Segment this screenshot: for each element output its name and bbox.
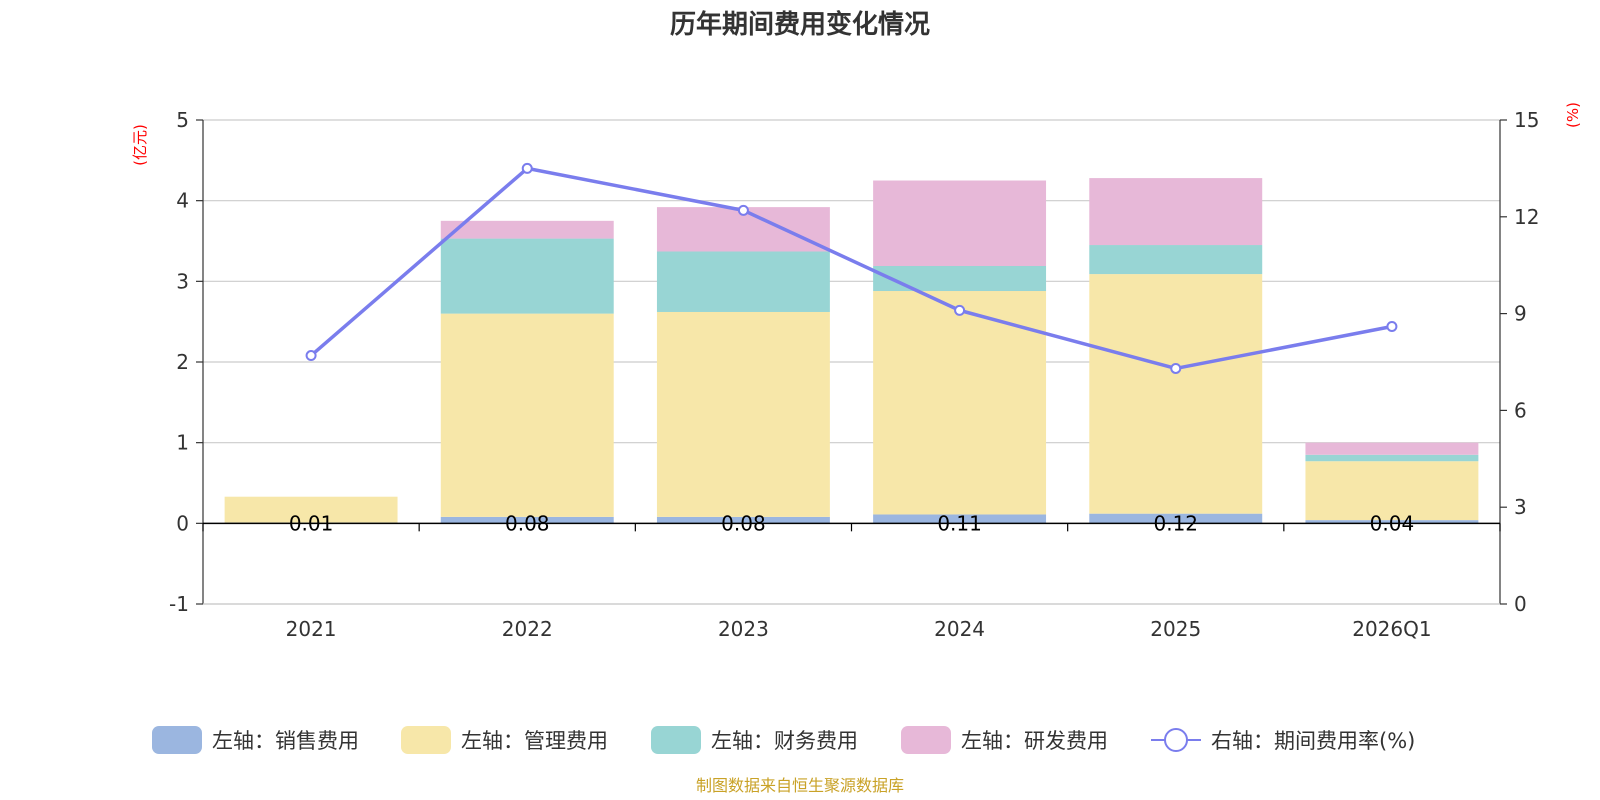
bar-data-label: 0.08 xyxy=(505,511,550,535)
rate-line xyxy=(309,166,1393,371)
legend-swatch xyxy=(651,726,701,754)
bar-segment xyxy=(1089,245,1263,275)
rate-point xyxy=(521,162,533,174)
bar-segment xyxy=(1089,178,1263,246)
bar-segment xyxy=(656,516,830,524)
x-tick-label: 2024 xyxy=(934,617,985,641)
right-axis-unit: (%) xyxy=(1564,102,1582,128)
right-tick-label: 6 xyxy=(1514,398,1527,422)
left-tick-label: 3 xyxy=(176,269,189,293)
chart-title: 历年期间费用变化情况 xyxy=(670,9,930,40)
bar-segment xyxy=(873,291,1047,515)
bar-segment xyxy=(873,180,1047,267)
bar-segment xyxy=(1089,513,1263,524)
legend-label: 左轴：销售费用 xyxy=(212,729,359,753)
legend-item[interactable]: 左轴：管理费用 xyxy=(401,726,608,754)
bar-segment xyxy=(224,496,398,523)
legend-label: 左轴：研发费用 xyxy=(961,729,1108,753)
bar-segment xyxy=(1305,520,1479,524)
data-labels: 0.01 0.08 0.08 0.11 0.12 0.04 xyxy=(289,511,1414,535)
x-tick-label: 2025 xyxy=(1150,617,1201,641)
rate-point xyxy=(1386,321,1398,333)
bar-segment xyxy=(656,251,830,312)
legend-item[interactable]: 右轴：期间费用率(%) xyxy=(1151,728,1415,753)
bar-segment xyxy=(440,516,614,524)
legend-label: 右轴：期间费用率(%) xyxy=(1211,729,1415,753)
legend-swatch xyxy=(901,726,951,754)
legend: 左轴：销售费用 左轴：管理费用 左轴：财务费用 左轴：研发费用 右轴：期间费用率(%) xyxy=(152,726,1415,754)
bar-data-label: 0.04 xyxy=(1370,511,1415,535)
legend-item[interactable]: 左轴：财务费用 xyxy=(651,726,858,754)
right-tick-label: 12 xyxy=(1514,205,1539,229)
bar-data-label: 0.08 xyxy=(721,511,766,535)
bar-segment xyxy=(656,311,830,517)
bar-data-label: 0.11 xyxy=(937,511,982,535)
left-tick-label: 5 xyxy=(176,108,189,132)
left-tick-label: 0 xyxy=(176,511,189,535)
source-note: 制图数据来自恒生聚源数据库 xyxy=(696,776,904,795)
left-tick-label: 2 xyxy=(176,350,189,374)
right-tick-label: 9 xyxy=(1514,302,1527,326)
bar-segment xyxy=(1089,274,1263,514)
bar-segment xyxy=(440,220,614,239)
bar-segment xyxy=(1305,461,1479,521)
left-tick-label: 1 xyxy=(176,431,189,455)
x-tick-label: 2021 xyxy=(286,617,337,641)
line-layer xyxy=(305,162,1398,374)
rate-point xyxy=(954,304,966,316)
rate-point xyxy=(737,204,749,216)
bar-segment xyxy=(1305,454,1479,462)
right-tick-label: 0 xyxy=(1514,592,1527,616)
left-axis-unit: (亿元) xyxy=(131,124,149,166)
right-tick-label: 3 xyxy=(1514,495,1527,519)
bar-layer xyxy=(224,178,1479,524)
legend-swatch xyxy=(152,726,202,754)
legend-marker xyxy=(1164,728,1188,752)
legend-label: 左轴：管理费用 xyxy=(461,729,608,753)
bar-segment xyxy=(440,238,614,314)
rate-point xyxy=(1170,362,1182,374)
bar-segment xyxy=(1305,442,1479,455)
bar-segment xyxy=(873,514,1047,524)
bar-segment xyxy=(440,313,614,517)
x-tick-label: 2023 xyxy=(718,617,769,641)
x-tick-label: 2026Q1 xyxy=(1352,617,1431,641)
x-tick-label: 2022 xyxy=(502,617,553,641)
bar-data-label: 0.12 xyxy=(1153,511,1198,535)
bar-segment xyxy=(873,266,1047,292)
left-tick-label: -1 xyxy=(169,592,189,616)
gridlines xyxy=(203,119,1500,605)
legend-label: 左轴：财务费用 xyxy=(711,729,858,753)
right-tick-label: 15 xyxy=(1514,108,1539,132)
left-tick-label: 4 xyxy=(176,189,189,213)
legend-swatch xyxy=(401,726,451,754)
rate-point xyxy=(305,350,317,362)
bar-data-label: 0.01 xyxy=(289,511,334,535)
legend-item[interactable]: 左轴：研发费用 xyxy=(901,726,1108,754)
legend-item[interactable]: 左轴：销售费用 xyxy=(152,726,359,754)
